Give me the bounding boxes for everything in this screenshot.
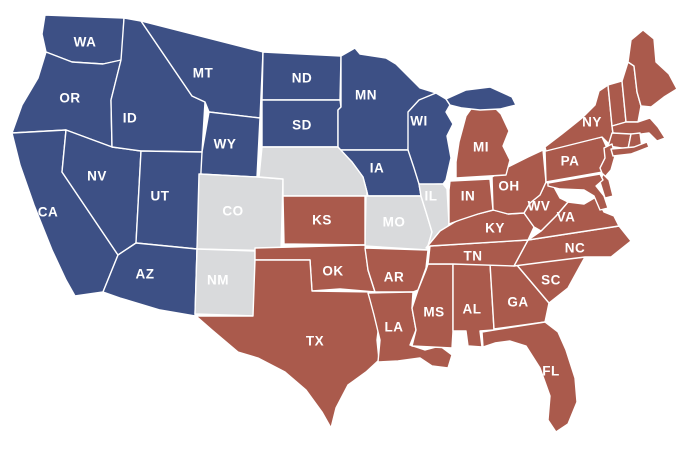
long-island[interactable] <box>610 141 650 157</box>
state-fl[interactable] <box>481 321 578 433</box>
state-wy[interactable] <box>198 111 261 178</box>
state-ks[interactable] <box>282 195 366 246</box>
state-mo[interactable] <box>364 195 433 251</box>
state-oh[interactable] <box>491 149 547 215</box>
state-me[interactable] <box>627 29 678 108</box>
state-ne[interactable] <box>258 146 368 197</box>
state-ut[interactable] <box>135 150 203 250</box>
state-ar[interactable] <box>364 247 429 293</box>
michigan-upper-peninsula[interactable] <box>445 86 517 111</box>
state-md[interactable] <box>547 173 609 211</box>
state-mi[interactable] <box>455 101 511 179</box>
state-nj[interactable] <box>599 143 616 179</box>
state-nm[interactable] <box>194 248 256 317</box>
state-nd[interactable] <box>261 51 342 101</box>
state-in[interactable] <box>448 178 494 225</box>
state-co[interactable] <box>196 173 284 252</box>
state-sd[interactable] <box>261 99 342 148</box>
